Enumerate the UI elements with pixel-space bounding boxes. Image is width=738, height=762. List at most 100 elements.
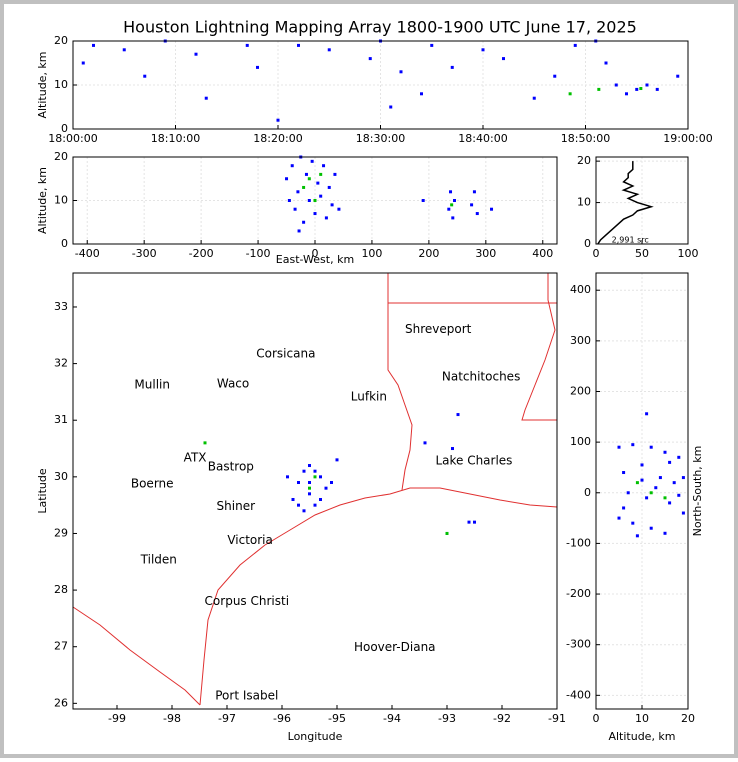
source-point — [286, 475, 289, 479]
y-axis-label: Latitude — [36, 468, 49, 514]
y-tick-label: 400 — [570, 283, 591, 296]
axes-frame — [595, 156, 689, 245]
source-point — [287, 199, 291, 202]
x-tick-label: 0 — [312, 247, 319, 260]
axes-frame — [595, 272, 689, 710]
source-point — [654, 486, 658, 490]
source-point — [456, 413, 460, 417]
source-point — [470, 203, 474, 207]
source-point — [330, 203, 334, 207]
source-point — [310, 159, 314, 163]
annotation: ATX — [184, 451, 207, 465]
annotation: Shreveport — [405, 322, 472, 336]
source-point — [640, 478, 644, 482]
x-tick-label: 0 — [593, 712, 600, 725]
source-point — [302, 469, 306, 473]
source-point — [307, 199, 311, 202]
annotation: Lufkin — [351, 390, 387, 404]
x-tick-label: 300 — [475, 247, 496, 260]
source-point — [204, 96, 208, 100]
histogram-line — [597, 161, 654, 245]
x-tick-label: -99 — [108, 712, 126, 725]
source-point — [631, 443, 635, 447]
y-tick-label: 0 — [584, 486, 591, 499]
source-point — [640, 463, 644, 467]
source-point — [604, 61, 608, 65]
source-point — [445, 531, 449, 535]
source-point — [451, 216, 455, 220]
source-point — [327, 185, 331, 189]
figure-title: Houston Lightning Mapping Array 1800-190… — [123, 18, 637, 37]
source-point — [626, 491, 630, 495]
source-point — [319, 475, 322, 479]
source-point — [597, 87, 601, 91]
y-tick-label: 10 — [54, 78, 68, 91]
annotation: Corpus Christi — [205, 594, 290, 608]
source-point — [389, 105, 393, 109]
x-axis-label: Longitude — [288, 730, 343, 743]
source-point — [313, 199, 317, 202]
x-tick-label: -98 — [163, 712, 181, 725]
annotation: Shiner — [217, 499, 256, 513]
x-tick-label: -100 — [246, 247, 271, 260]
source-point — [663, 531, 667, 535]
source-point — [313, 475, 317, 479]
source-point — [256, 65, 259, 69]
source-point — [319, 497, 322, 501]
source-point — [668, 501, 672, 505]
x-tick-label: 18:20:00 — [253, 132, 302, 145]
y-tick-label: -400 — [566, 688, 591, 701]
annotation: Corsicana — [256, 346, 315, 360]
x-tick-label: -400 — [75, 247, 100, 260]
source-point — [639, 87, 643, 91]
x-tick-label: -300 — [132, 247, 157, 260]
source-point — [337, 207, 341, 211]
source-point — [472, 190, 476, 194]
source-point — [617, 445, 621, 449]
source-point — [676, 74, 680, 78]
source-point — [681, 476, 685, 480]
x-tick-label: -91 — [548, 712, 566, 725]
annotation: Victoria — [227, 533, 273, 547]
x-tick-label: 400 — [532, 247, 553, 260]
source-point — [553, 74, 557, 78]
source-point — [92, 43, 95, 47]
source-point — [490, 207, 494, 211]
source-point — [450, 203, 454, 207]
source-point — [645, 412, 649, 416]
source-point — [322, 164, 326, 168]
source-point — [655, 87, 659, 91]
source-point — [297, 481, 300, 485]
y-axis-label: North-South, km — [691, 446, 704, 537]
source-point — [335, 458, 339, 462]
source-point — [631, 521, 635, 525]
source-point — [453, 199, 457, 202]
y-tick-label: 20 — [54, 150, 68, 163]
source-point — [677, 455, 681, 459]
source-point — [302, 185, 306, 189]
y-tick-label: 100 — [570, 435, 591, 448]
x-tick-label: -92 — [493, 712, 511, 725]
annotation: Tilden — [140, 553, 177, 567]
y-tick-label: 28 — [54, 583, 68, 596]
y-tick-label: -100 — [566, 536, 591, 549]
source-point — [668, 460, 672, 464]
annotation: Mullin — [134, 378, 170, 392]
source-point — [672, 481, 676, 485]
y-tick-label: 31 — [54, 413, 68, 426]
source-point — [681, 511, 685, 515]
y-tick-label: -200 — [566, 587, 591, 600]
source-point — [645, 496, 649, 500]
source-point — [481, 48, 485, 52]
source-point — [473, 520, 476, 524]
source-point — [324, 486, 328, 490]
source-point — [467, 520, 471, 524]
source-point — [330, 481, 333, 485]
source-point — [304, 172, 308, 176]
source-point — [663, 450, 667, 454]
annotation: Hoover-Diana — [354, 640, 436, 654]
source-point — [327, 48, 331, 52]
source-point — [451, 447, 454, 451]
y-tick-label: 0 — [61, 237, 68, 250]
